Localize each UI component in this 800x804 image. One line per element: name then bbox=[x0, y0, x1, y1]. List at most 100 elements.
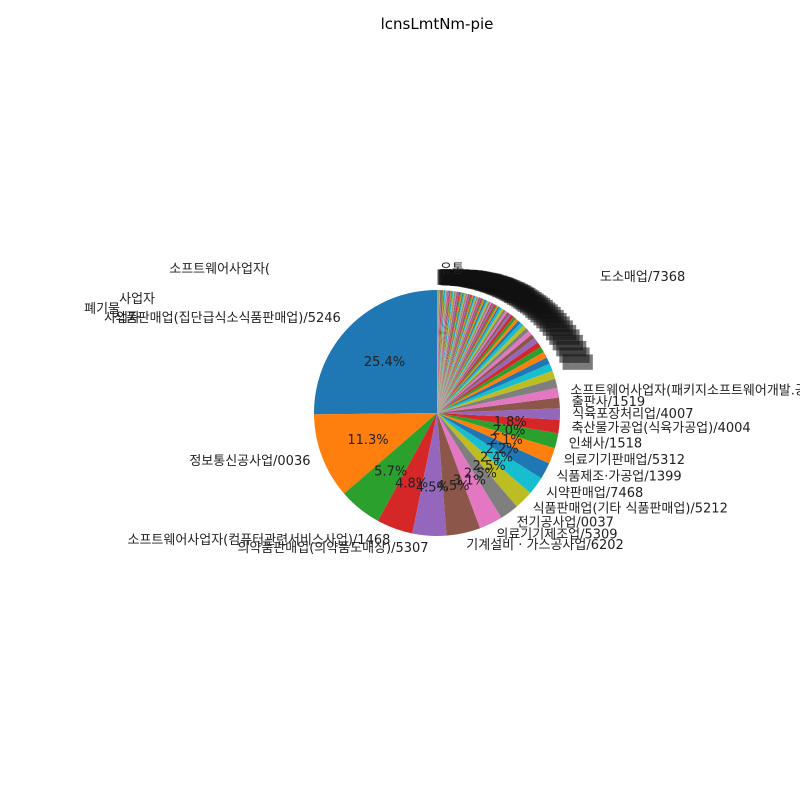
pie-slice bbox=[437, 290, 448, 413]
overlapping-label-mark: ███ bbox=[442, 269, 474, 286]
overlapping-label-fragment: 소프트웨어사업자( bbox=[169, 262, 270, 277]
pie-slice bbox=[437, 293, 470, 413]
pie-category-labels: 식품판매업(집단급식소식품판매업)/5246 정보통신공사업/0036 소프트웨어사… bbox=[114, 311, 800, 556]
overlapping-label-mark: ███ bbox=[437, 269, 469, 286]
pie-slice bbox=[314, 290, 437, 415]
overlapping-label-mark: ███ bbox=[500, 285, 532, 302]
pie-slice bbox=[437, 312, 510, 413]
pie-slice bbox=[437, 352, 547, 413]
pie-slice bbox=[437, 290, 447, 413]
pie-slice bbox=[437, 290, 443, 413]
pie-slice bbox=[437, 310, 508, 413]
overlapping-label-mark: ███ bbox=[477, 275, 509, 292]
overlapping-label-mark: ███ bbox=[494, 282, 526, 299]
pie-slice bbox=[437, 301, 491, 413]
overlapping-label-fragment: 사업자 bbox=[119, 292, 155, 307]
pie-slice bbox=[437, 346, 544, 413]
pie-slice bbox=[437, 304, 496, 413]
overlapping-label-mark: ███ bbox=[558, 346, 590, 363]
overlapping-label-mark: ███ bbox=[524, 301, 556, 318]
overlapping-label-mark: ███ bbox=[510, 291, 542, 308]
pie-slice bbox=[437, 295, 476, 413]
pie-slice bbox=[437, 297, 482, 413]
overlapping-label-mark: ███ bbox=[443, 269, 475, 286]
overlapping-label-mark: ███ bbox=[471, 273, 503, 290]
pie-slice-percent-label: 11.3% bbox=[347, 433, 388, 448]
pie-slice-category-label: 출판사/1519 bbox=[572, 395, 645, 410]
pie-slice-category-label: 식품판매업(기타 식품판매업)/5212 bbox=[533, 502, 728, 517]
overlapping-label-mark: ███ bbox=[515, 294, 547, 311]
overlapping-label-mark: ███ bbox=[548, 329, 580, 346]
overlapping-label-fragment: 도소매업/7368 bbox=[600, 270, 685, 285]
pie-slice bbox=[437, 342, 541, 413]
pie-slice bbox=[437, 363, 553, 413]
pie-slice-percent-label: 1.8% bbox=[494, 415, 527, 430]
pie-slice bbox=[437, 291, 456, 413]
pie-slice-category-label: 식품제조·가공업/1399 bbox=[556, 470, 681, 485]
pie-slice bbox=[437, 291, 455, 413]
pie-slice bbox=[437, 378, 558, 413]
pie-slice bbox=[437, 303, 495, 413]
overlapping-label-mark: ███ bbox=[439, 269, 471, 286]
pie-slice bbox=[437, 313, 512, 413]
pie-slice-category-label: 소프트웨어사업자(패키지소프트웨어개발.공급사업)/4991 bbox=[570, 384, 800, 399]
pie-slice bbox=[437, 357, 550, 413]
overlapping-label-mark: ███ bbox=[522, 299, 554, 316]
overlapping-label-cluster: ████████████████████████████████████████… bbox=[84, 262, 685, 371]
overlapping-label-mark: ███ bbox=[441, 269, 473, 286]
pie-slice bbox=[437, 413, 531, 507]
pie-slice-category-label: 의료기기판매업/5312 bbox=[564, 453, 685, 468]
overlapping-label-mark: ███ bbox=[503, 286, 535, 303]
pie-slice bbox=[437, 397, 560, 413]
overlapping-label-mark: ███ bbox=[508, 290, 540, 307]
overlapping-label-mark: ███ bbox=[488, 279, 520, 296]
overlapping-label-mark: ███ bbox=[474, 274, 506, 291]
pie-slice bbox=[437, 290, 454, 413]
pie-slice bbox=[437, 290, 441, 413]
overlapping-label-mark: ███ bbox=[527, 304, 559, 321]
overlapping-label-mark: ███ bbox=[470, 273, 502, 290]
overlapping-label-mark: ███ bbox=[478, 275, 510, 292]
pie-slice-percent-label: 2.0% bbox=[492, 424, 525, 439]
overlapping-label-mark: ███ bbox=[473, 274, 505, 291]
pie-slice-percent-label: 3.1% bbox=[453, 473, 486, 488]
overlapping-label-mark: ███ bbox=[513, 292, 545, 309]
overlapping-label-mark: ███ bbox=[533, 309, 565, 326]
overlapping-label-mark: ███ bbox=[519, 297, 551, 314]
overlapping-label-mark: ███ bbox=[484, 278, 516, 295]
pie-slice bbox=[344, 413, 437, 521]
overlapping-label-mark: ███ bbox=[497, 283, 529, 300]
pie-slice bbox=[437, 290, 450, 413]
overlapping-label-mark: ███ bbox=[450, 269, 482, 286]
overlapping-label-mark: ███ bbox=[461, 271, 493, 288]
overlapping-label-mark: ███ bbox=[504, 287, 536, 304]
overlapping-label-mark: ███ bbox=[506, 288, 538, 305]
pie-slice bbox=[437, 291, 458, 413]
pie-slice bbox=[437, 291, 457, 413]
overlapping-label-mark: ███ bbox=[472, 274, 504, 291]
pie-slice-percent-label: 2.5% bbox=[473, 459, 506, 474]
pie-slice bbox=[437, 413, 560, 434]
overlapping-label-mark: ███ bbox=[452, 270, 484, 287]
overlapping-label-mark: ███ bbox=[453, 270, 485, 287]
pie-slice-percent-label: 4.5% bbox=[436, 479, 469, 494]
overlapping-label-mark: ███ bbox=[479, 276, 511, 293]
pie-slice bbox=[437, 296, 478, 413]
pie-slice bbox=[437, 290, 442, 413]
overlapping-label-mark: ███ bbox=[545, 324, 577, 341]
pie-slice bbox=[437, 330, 532, 413]
pie-slice bbox=[437, 338, 538, 413]
overlapping-label-mark: ███ bbox=[446, 269, 478, 286]
overlapping-label-fragment: 폐기물 bbox=[84, 302, 120, 317]
overlapping-label-mark: ███ bbox=[436, 269, 468, 286]
pie-slice bbox=[437, 290, 446, 413]
overlapping-label-mark: ███ bbox=[517, 295, 549, 312]
pie-slice bbox=[437, 314, 514, 413]
overlapping-label-mark: ███ bbox=[447, 269, 479, 286]
pie-slices bbox=[314, 289, 561, 537]
overlapping-label-mark: ███ bbox=[447, 269, 479, 286]
overlapping-label-mark: ███ bbox=[489, 280, 521, 297]
pie-slice-category-label: 인쇄사/1518 bbox=[569, 437, 642, 452]
pie-slice bbox=[437, 408, 561, 420]
